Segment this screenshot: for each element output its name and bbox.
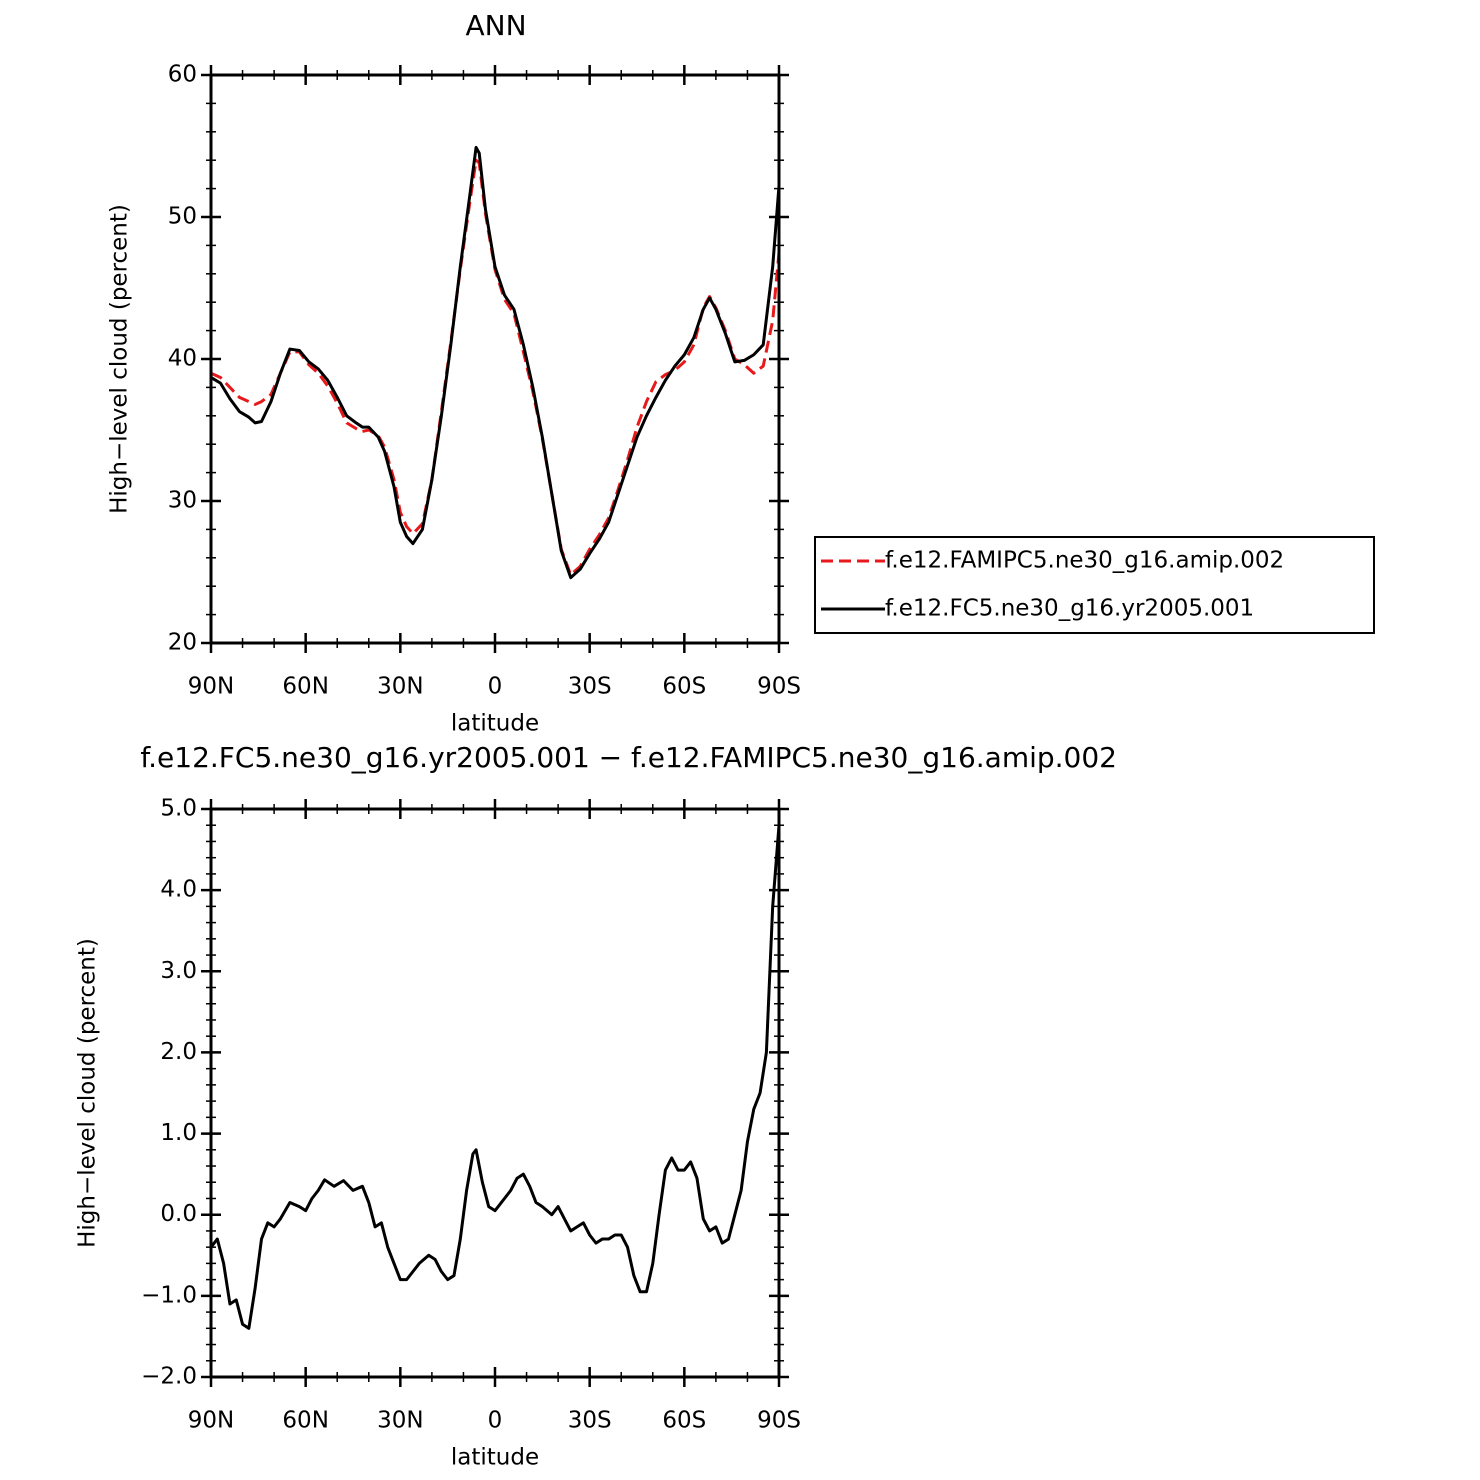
x-tick-label: 30N — [377, 1408, 423, 1434]
x-tick-label: 60S — [662, 674, 706, 700]
y-tick-label: 30 — [168, 488, 197, 514]
y-tick-label: 4.0 — [160, 877, 197, 903]
y-tick-label: 20 — [168, 630, 197, 656]
x-tick-label: 90S — [757, 1408, 801, 1434]
x-tick-label: 90S — [757, 674, 801, 700]
y-tick-label: 40 — [168, 346, 197, 372]
y-axis-label: High−level cloud (percent) — [107, 204, 133, 514]
y-tick-label: 2.0 — [160, 1039, 197, 1065]
y-tick-label: 3.0 — [160, 958, 197, 984]
x-tick-label: 90N — [188, 1408, 234, 1434]
plot-frame — [209, 73, 781, 645]
data-line — [211, 158, 779, 577]
y-axis-label: High−level cloud (percent) — [75, 938, 101, 1248]
plot-area — [211, 145, 779, 580]
x-tick-label: 0 — [488, 1408, 503, 1434]
x-tick-label: 60N — [282, 674, 328, 700]
x-tick-label: 60N — [282, 1408, 328, 1434]
y-tick-label: 60 — [168, 62, 197, 88]
y-tick-label: 5.0 — [160, 796, 197, 822]
plot-area — [211, 825, 779, 1330]
legend-box — [814, 536, 1375, 634]
x-axis-label: latitude — [451, 1445, 539, 1471]
x-tick-label: 0 — [488, 674, 503, 700]
chart-title: ANN — [465, 9, 526, 42]
x-tick-label: 30S — [568, 1408, 612, 1434]
data-line — [211, 145, 779, 580]
y-tick-label: 50 — [168, 204, 197, 230]
y-tick-label: 1.0 — [160, 1120, 197, 1146]
data-line — [211, 825, 779, 1330]
y-tick-label: 0.0 — [160, 1201, 197, 1227]
y-tick-label: −2.0 — [141, 1364, 197, 1390]
chart-title: f.e12.FC5.ne30_g16.yr2005.001 − f.e12.FA… — [140, 741, 1117, 774]
plot-frame — [209, 807, 781, 1379]
x-tick-label: 90N — [188, 674, 234, 700]
x-tick-label: 30N — [377, 674, 423, 700]
y-tick-label: −1.0 — [141, 1282, 197, 1308]
legend-label: f.e12.FC5.ne30_g16.yr2005.001 — [885, 596, 1254, 622]
x-axis-label: latitude — [451, 711, 539, 737]
legend-label: f.e12.FAMIPC5.ne30_g16.amip.002 — [885, 548, 1284, 574]
x-tick-label: 60S — [662, 1408, 706, 1434]
x-tick-label: 30S — [568, 674, 612, 700]
